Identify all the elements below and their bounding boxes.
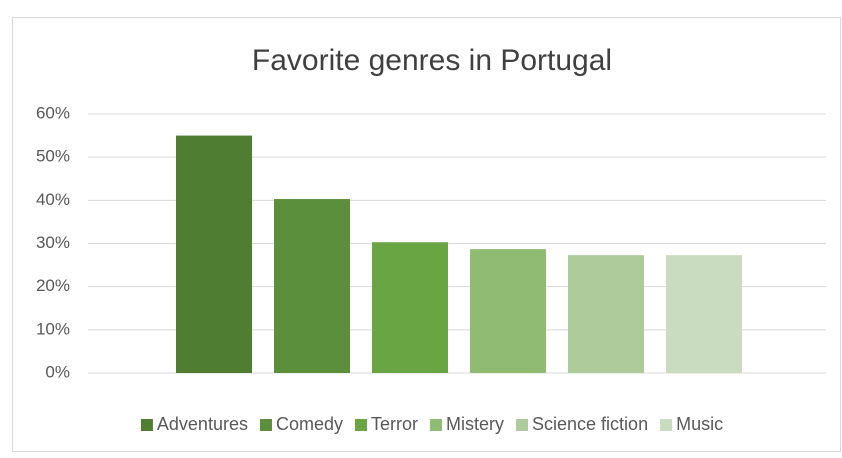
y-tick-label: 40% — [36, 190, 70, 209]
y-tick-label: 20% — [36, 276, 70, 295]
y-tick-label: 0% — [45, 362, 70, 381]
legend-label: Comedy — [276, 414, 343, 434]
y-tick-label: 50% — [36, 147, 70, 166]
legend-swatch — [259, 419, 272, 431]
y-tick-label: 30% — [36, 233, 70, 252]
legend-swatch — [140, 419, 153, 431]
bar — [274, 199, 350, 373]
legend-label: Science fiction — [532, 414, 648, 434]
legend-swatch — [355, 419, 367, 431]
y-tick-label: 60% — [36, 103, 70, 122]
chart-title: Favorite genres in Portugal — [252, 44, 612, 77]
legend-label: Terror — [371, 414, 418, 434]
chart-frame — [12, 17, 841, 452]
bar — [666, 255, 742, 373]
bar — [372, 242, 448, 373]
legend-swatch — [430, 419, 443, 431]
legend-label: Adventures — [157, 414, 248, 434]
legend-label: Music — [676, 414, 723, 434]
bar — [568, 255, 644, 373]
legend-swatch — [516, 419, 529, 431]
legend-swatch — [660, 419, 673, 431]
y-tick-label: 10% — [36, 319, 70, 338]
legend-label: Mistery — [446, 414, 504, 434]
bar — [470, 249, 546, 373]
bar — [176, 135, 252, 373]
